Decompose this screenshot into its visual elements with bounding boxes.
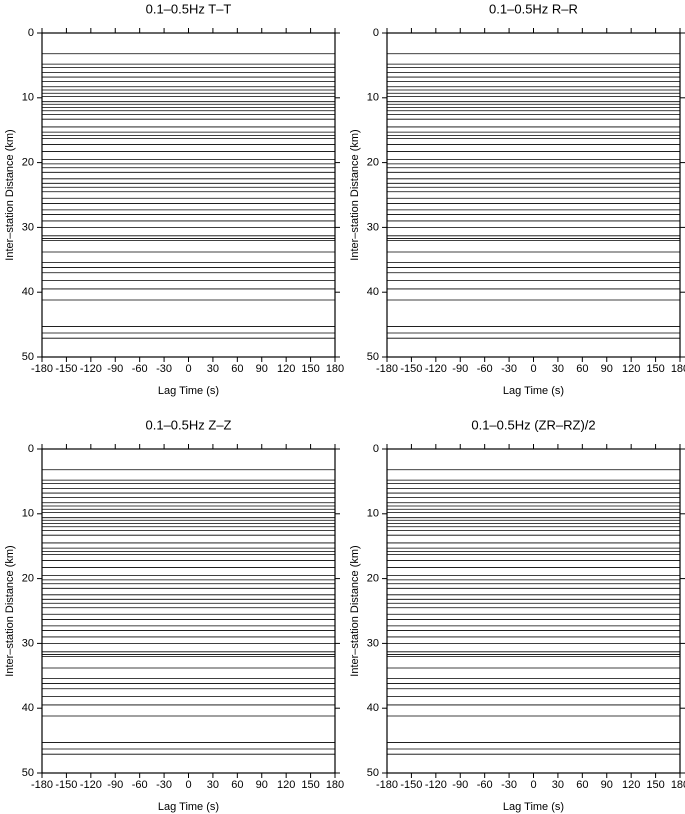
x-tick-label: 120: [277, 779, 295, 791]
panel: 0.1–0.5Hz R–R -180 -150 -120 -90 -60 -30 0 30 60 9…: [349, 1, 685, 397]
plot-frame: [386, 32, 681, 358]
x-tick-label: 180: [326, 779, 344, 791]
y-tick-label: 0: [373, 443, 379, 455]
x-tick-label: -60: [477, 779, 493, 791]
x-tick-label: -30: [501, 363, 517, 375]
x-tick-label: 120: [622, 363, 640, 375]
panel-title: 0.1–0.5Hz Z–Z: [146, 417, 232, 432]
x-tick-label: -60: [132, 363, 148, 375]
x-tick-label: -30: [156, 363, 172, 375]
x-tick-label: 30: [207, 363, 219, 375]
y-tick-label: 0: [28, 443, 34, 455]
y-axis-label: Inter–station Distance (km): [349, 545, 361, 676]
x-tick-label: 150: [646, 363, 664, 375]
x-tick-label: 150: [301, 363, 319, 375]
x-tick-label: -60: [132, 779, 148, 791]
panel: 0.1–0.5Hz (ZR–RZ)/2 -180 -150 -120 -90 -60 -30…: [349, 417, 685, 813]
x-axis-label: Lag Time (s): [158, 801, 219, 813]
x-tick-label: -30: [501, 779, 517, 791]
x-tick-label: -60: [477, 363, 493, 375]
y-axis-label: Inter–station Distance (km): [4, 545, 16, 676]
x-tick-label: 90: [601, 363, 613, 375]
x-tick-label: 0: [530, 363, 536, 375]
x-axis-label: Lag Time (s): [503, 801, 564, 813]
x-tick-label: -90: [107, 363, 123, 375]
y-tick-label: 40: [22, 286, 34, 298]
y-tick-label: 50: [22, 351, 34, 363]
x-axis-label: Lag Time (s): [158, 385, 219, 397]
plot-frame: [386, 448, 681, 774]
x-tick-label: -180: [31, 363, 53, 375]
x-tick-label: 90: [256, 363, 268, 375]
x-tick-label: -120: [80, 363, 102, 375]
x-tick-label: 30: [207, 779, 219, 791]
y-tick-label: 20: [367, 573, 379, 585]
x-tick-label: -180: [31, 779, 53, 791]
x-tick-label: 60: [576, 363, 588, 375]
x-tick-label: 120: [622, 779, 640, 791]
x-tick-label: -150: [400, 363, 422, 375]
y-tick-label: 40: [367, 702, 379, 714]
panel-title: 0.1–0.5Hz T–T: [146, 1, 232, 16]
x-tick-label: 30: [552, 363, 564, 375]
y-tick-label: 0: [373, 27, 379, 39]
y-tick-label: 20: [22, 157, 34, 169]
y-tick-label: 10: [367, 92, 379, 104]
y-tick-label: 0: [28, 27, 34, 39]
x-tick-label: -120: [425, 779, 447, 791]
x-tick-label: -90: [452, 779, 468, 791]
x-tick-label: 90: [601, 779, 613, 791]
y-tick-label: 30: [22, 637, 34, 649]
plot-frame: [41, 448, 336, 774]
x-tick-label: 60: [231, 363, 243, 375]
y-tick-label: 50: [367, 767, 379, 779]
y-tick-label: 50: [367, 351, 379, 363]
y-tick-label: 40: [22, 702, 34, 714]
x-tick-label: -150: [55, 779, 77, 791]
y-tick-label: 20: [367, 157, 379, 169]
x-tick-label: 90: [256, 779, 268, 791]
y-tick-label: 30: [22, 221, 34, 233]
x-tick-label: -90: [452, 363, 468, 375]
x-tick-label: 0: [530, 779, 536, 791]
x-tick-label: -180: [376, 779, 398, 791]
x-tick-label: -30: [156, 779, 172, 791]
panel-title: 0.1–0.5Hz R–R: [489, 1, 578, 16]
x-tick-label: 180: [326, 363, 344, 375]
x-axis-label: Lag Time (s): [503, 385, 564, 397]
y-tick-label: 10: [367, 508, 379, 520]
panel: 0.1–0.5Hz Z–Z -180 -150 -120 -90 -60 -30 0 30 60 9…: [4, 417, 344, 812]
y-tick-label: 50: [22, 767, 34, 779]
panel: 0.1–0.5Hz T–T -180 -150 -120 -90 -60 -30 0 30 60 9…: [4, 1, 344, 396]
x-tick-label: 0: [185, 779, 191, 791]
x-tick-label: -120: [425, 363, 447, 375]
panel-title: 0.1–0.5Hz (ZR–RZ)/2: [471, 417, 595, 432]
y-tick-label: 10: [22, 508, 34, 520]
x-tick-label: 60: [231, 779, 243, 791]
x-tick-label: -180: [376, 363, 398, 375]
x-tick-label: 180: [671, 779, 685, 791]
y-axis-label: Inter–station Distance (km): [349, 129, 361, 260]
y-tick-label: 30: [367, 221, 379, 233]
x-tick-label: 60: [576, 779, 588, 791]
y-tick-label: 30: [367, 637, 379, 649]
x-tick-label: 150: [646, 779, 664, 791]
x-tick-label: 120: [277, 363, 295, 375]
x-tick-label: -150: [55, 363, 77, 375]
y-tick-label: 10: [22, 92, 34, 104]
y-tick-label: 20: [22, 573, 34, 585]
x-tick-label: 150: [301, 779, 319, 791]
plot-frame: [41, 32, 336, 358]
x-tick-label: -90: [107, 779, 123, 791]
x-tick-label: 180: [671, 363, 685, 375]
x-tick-label: 30: [552, 779, 564, 791]
x-tick-label: -150: [400, 779, 422, 791]
x-tick-label: 0: [185, 363, 191, 375]
y-tick-label: 40: [367, 286, 379, 298]
y-axis-label: Inter–station Distance (km): [4, 129, 16, 260]
x-tick-label: -120: [80, 779, 102, 791]
